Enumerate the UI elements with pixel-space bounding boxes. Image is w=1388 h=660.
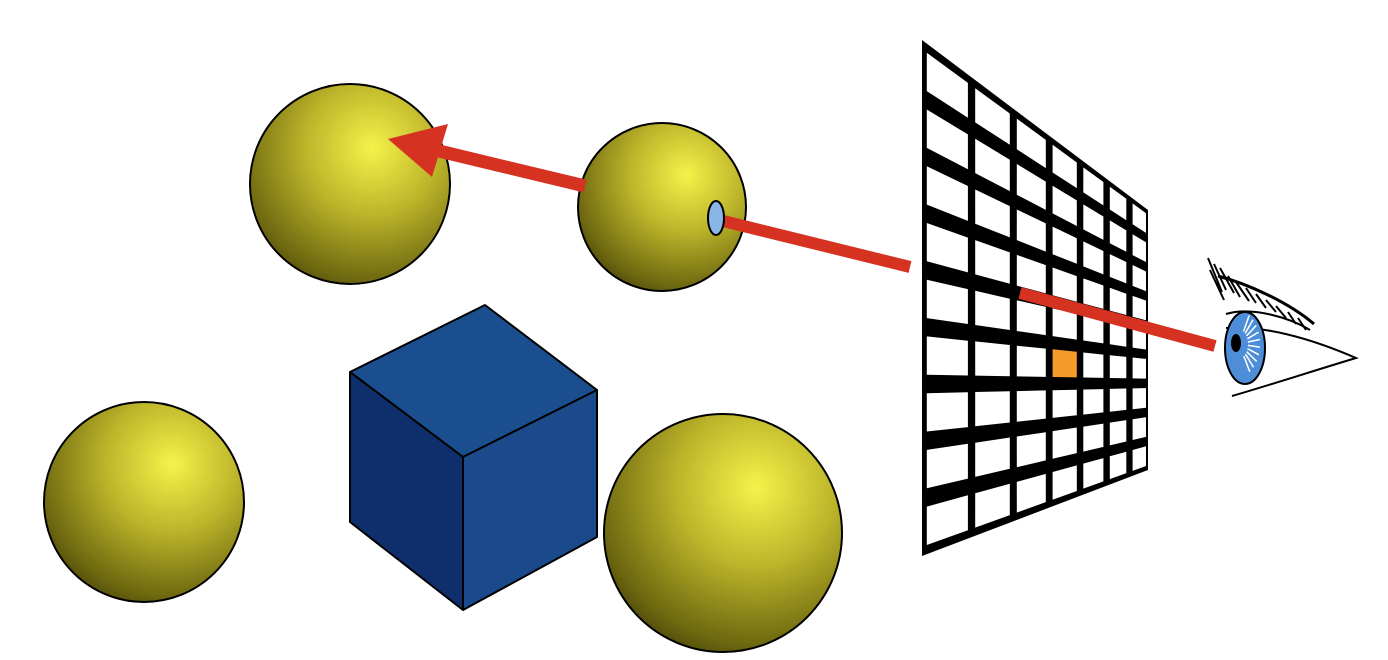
eye-ray: [1018, 287, 1217, 352]
grid-cell: [1109, 388, 1127, 412]
grid-cell: [926, 52, 968, 118]
grid-cell: [1083, 389, 1104, 415]
grid-cell: [975, 437, 1010, 477]
grid-cell: [1083, 167, 1104, 206]
sphere-top-middle: [577, 122, 747, 292]
grid-cell: [1052, 267, 1077, 302]
grid-cell: [1052, 465, 1077, 500]
grid-cell: [1083, 458, 1104, 489]
grid-cell: [1132, 295, 1146, 321]
iris-line: [1242, 315, 1250, 332]
grid-cell: [1132, 417, 1146, 440]
iris-line: [1247, 344, 1261, 348]
sphere-bottom-left: [43, 401, 245, 603]
iris-line: [1247, 331, 1259, 340]
grid-cell: [1052, 185, 1077, 226]
iris-line: [1246, 351, 1258, 363]
grid-cell: [1016, 300, 1046, 336]
sphere-bottom-right: [603, 413, 843, 653]
grid-cell: [1109, 287, 1127, 315]
grid-cell: [1132, 446, 1146, 471]
iris-line: [1247, 338, 1260, 343]
grid-cell: [1083, 278, 1104, 309]
grid-cell: [1083, 352, 1104, 378]
iris: [1224, 311, 1266, 385]
cube: [349, 304, 598, 611]
grid-cell: [926, 392, 968, 432]
grid-cell: [1109, 186, 1127, 221]
grid-cell: [975, 341, 1010, 377]
iris-line: [1243, 355, 1251, 373]
grid-cell: [1109, 355, 1127, 379]
grid-cell: [1016, 164, 1046, 210]
reflected-ray-arrow-icon: [388, 124, 587, 193]
grid-cell: [1016, 390, 1046, 422]
cube-right-face: [462, 389, 598, 611]
grid-cell: [1016, 345, 1046, 377]
grid-cell: [1016, 118, 1046, 169]
grid-cell: [1109, 420, 1127, 446]
iris-line: [1245, 324, 1257, 337]
grid-cell: [1052, 226, 1077, 264]
grid-cell: [1132, 265, 1146, 292]
grid-cell: [926, 495, 968, 545]
grid-cell: [1109, 451, 1127, 480]
iris-line: [1247, 348, 1260, 356]
grid-cell: [1052, 389, 1077, 418]
grid-cell: [1132, 388, 1146, 410]
grid-cell: [975, 138, 1010, 192]
grid-cell: [975, 240, 1010, 284]
grid-cell: [975, 88, 1010, 145]
grid-cell: [1052, 144, 1077, 189]
grid-cell: [975, 391, 1010, 427]
grid-cell: [926, 223, 968, 273]
grid-cell: [926, 109, 968, 170]
grid-cell: [926, 279, 968, 324]
grid-cell: [1132, 234, 1146, 262]
grid-cell: [1083, 204, 1104, 240]
grid-cell: [1052, 308, 1077, 340]
grid-cell: [1016, 254, 1046, 294]
grid-cell: [1016, 432, 1046, 468]
ray-hit-point: [707, 200, 725, 236]
primary-ray: [713, 213, 912, 273]
sphere-top-left: [249, 83, 451, 285]
grid-cell: [1083, 315, 1104, 344]
grid-cell: [975, 290, 1010, 330]
grid-cell: [975, 189, 1010, 238]
grid-cell: [1083, 423, 1104, 452]
grid-cell: [1083, 241, 1104, 275]
grid-cell: [1016, 473, 1046, 513]
grid-cell: [1109, 220, 1127, 252]
grid-cell: [1052, 427, 1077, 459]
grid-cell: [1016, 209, 1046, 252]
grid-cell: [1109, 321, 1127, 347]
grid-cell: [926, 336, 968, 376]
pupil: [1231, 334, 1241, 352]
grid-cell: [975, 483, 1010, 528]
iris-line: [1244, 319, 1254, 334]
grid-cell: [1109, 254, 1127, 284]
grid-cell: [1132, 203, 1146, 233]
iris-line: [1244, 353, 1255, 368]
highlighted-pixel: [1052, 349, 1077, 378]
grid-cell: [926, 443, 968, 489]
grid-cell: [926, 166, 968, 221]
eye-icon: [1207, 257, 1359, 397]
grid-cell: [1132, 357, 1146, 379]
